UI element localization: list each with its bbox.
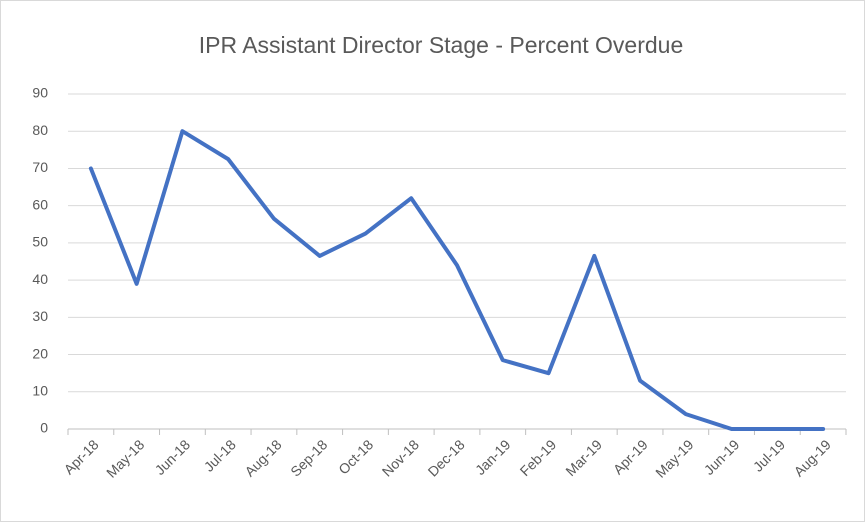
y-tick-label: 20 bbox=[32, 345, 48, 361]
y-tick-label: 60 bbox=[32, 196, 48, 212]
y-tick-label: 40 bbox=[32, 271, 48, 287]
y-tick-label: 50 bbox=[32, 234, 48, 250]
y-tick-label: 0 bbox=[40, 420, 48, 436]
y-tick-label: 70 bbox=[32, 159, 48, 175]
y-tick-label: 80 bbox=[32, 122, 48, 138]
y-tick-label: 10 bbox=[32, 382, 48, 398]
line bbox=[88, 129, 826, 431]
y-tick-label: 30 bbox=[32, 308, 48, 324]
chart-title: IPR Assistant Director Stage - Percent O… bbox=[199, 32, 683, 58]
y-tick-label: 90 bbox=[32, 85, 48, 101]
